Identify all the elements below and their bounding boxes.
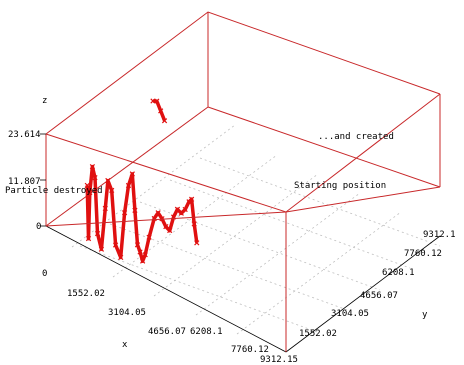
x-axis-label: x <box>122 340 128 350</box>
series-0-point-23 <box>159 216 165 222</box>
series-1-point-1 <box>154 98 160 104</box>
series-0-point-16 <box>134 242 141 248</box>
y-tick-label-4: 7760.12 <box>404 249 442 259</box>
series-0-point-17 <box>137 249 143 255</box>
x-tick-label-6: 9312.15 <box>260 355 298 365</box>
y-tick-label-3: 6208.1 <box>382 268 415 278</box>
y-axis-line <box>285 235 441 353</box>
series-0-point-28 <box>178 210 184 216</box>
series-0-point-12 <box>121 210 128 216</box>
series-0-point-2 <box>87 189 93 196</box>
y-tick-label-0: 1552.02 <box>299 329 337 339</box>
z-tick-label-1: 11.807 <box>8 177 41 187</box>
series-0-point-1 <box>85 235 92 242</box>
series-1-line <box>152 99 167 122</box>
y-axis-label: y <box>422 310 428 320</box>
series-0-point-20 <box>146 234 152 240</box>
series-0-point-5 <box>94 230 101 237</box>
series-1-point-3 <box>161 118 168 124</box>
annotation-starting-position: Starting position <box>294 181 386 191</box>
series-0-point-29 <box>182 206 188 213</box>
series-0-point-8 <box>105 177 111 184</box>
z-tick-label-0: 0 <box>36 222 41 232</box>
series-0-point-22 <box>155 210 161 216</box>
series-0-point-3 <box>89 163 96 170</box>
x-tick-label-1: 1552.02 <box>67 289 105 299</box>
series-0-point-0 <box>84 182 90 188</box>
annotation-and-created: ...and created <box>318 132 394 142</box>
series-0-point-15 <box>132 207 138 213</box>
x-tick-label-4: 6208.1 <box>190 327 223 337</box>
series-0-point-18 <box>140 258 146 264</box>
y-tick-label-5: 9312.1 <box>423 230 456 240</box>
x-tick-label-0: 0 <box>42 269 47 279</box>
box-floor-right <box>207 106 441 188</box>
x-axis-line <box>45 225 287 353</box>
series-0-point-24 <box>163 223 169 230</box>
annotation-particle-destroyed: Particle destroyed <box>5 186 103 196</box>
series-1-point-2 <box>158 108 164 114</box>
box-floor-back <box>45 106 209 227</box>
z-axis-label: z <box>42 96 47 106</box>
series-0-point-32 <box>191 221 197 227</box>
x-tick-label-5: 7760.12 <box>231 345 269 355</box>
series-0-point-7 <box>102 205 108 212</box>
series-0-point-4 <box>92 175 98 181</box>
series-0-point-25 <box>167 227 173 234</box>
series-0-point-14 <box>129 171 135 177</box>
box-back-top <box>45 11 441 135</box>
series-0-point-6 <box>98 246 105 252</box>
series-0-point-11 <box>118 254 124 261</box>
series-0-point-9 <box>109 187 115 193</box>
series-0-point-10 <box>112 242 119 248</box>
series-0-point-13 <box>125 182 132 189</box>
series-layer <box>84 98 200 264</box>
series-0-point-19 <box>142 252 148 258</box>
series-0-point-31 <box>188 196 195 202</box>
series-0-point-33 <box>194 240 200 246</box>
series-0-point-27 <box>174 206 181 212</box>
z-tick-label-2: 23.614 <box>8 130 41 140</box>
y-tick-label-1: 3104.05 <box>331 309 369 319</box>
y-tick-label-2: 4656.07 <box>360 291 398 301</box>
x-tick-label-2: 3104.05 <box>108 308 146 318</box>
x-tick-label-3: 4656.07 <box>148 327 186 337</box>
series-1-point-0 <box>150 98 156 104</box>
